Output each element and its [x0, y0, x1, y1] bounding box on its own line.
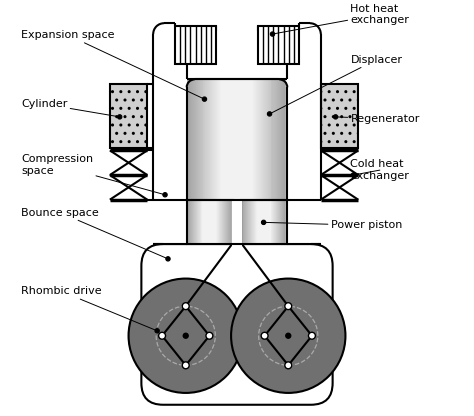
- Text: Cold heat
exchanger: Cold heat exchanger: [350, 159, 409, 181]
- Circle shape: [270, 32, 274, 36]
- Circle shape: [182, 303, 189, 310]
- Circle shape: [285, 303, 292, 310]
- Text: Power piston: Power piston: [264, 220, 402, 230]
- Circle shape: [206, 332, 213, 339]
- Text: Cylinder: Cylinder: [21, 99, 119, 117]
- Circle shape: [118, 115, 122, 119]
- FancyBboxPatch shape: [141, 244, 333, 405]
- Circle shape: [231, 279, 346, 393]
- Text: Displacer: Displacer: [270, 54, 402, 114]
- Circle shape: [183, 333, 188, 338]
- Bar: [187, 200, 233, 244]
- Circle shape: [182, 362, 189, 369]
- Text: Hot heat
exchanger: Hot heat exchanger: [273, 4, 409, 34]
- Text: Rhombic drive: Rhombic drive: [21, 286, 157, 331]
- Text: Expansion space: Expansion space: [21, 30, 204, 99]
- Circle shape: [166, 257, 170, 261]
- Bar: [175, 26, 216, 64]
- Bar: [321, 84, 358, 149]
- Circle shape: [261, 332, 268, 339]
- Bar: [241, 200, 287, 244]
- Bar: [232, 200, 242, 247]
- Bar: [258, 26, 299, 64]
- Circle shape: [155, 329, 159, 333]
- Text: Bounce space: Bounce space: [21, 208, 168, 259]
- Circle shape: [267, 112, 272, 116]
- Circle shape: [286, 333, 291, 338]
- Text: Compression
space: Compression space: [21, 154, 165, 195]
- Text: Regenerator: Regenerator: [336, 114, 420, 124]
- Bar: [110, 84, 147, 149]
- Circle shape: [285, 362, 292, 369]
- Circle shape: [351, 173, 356, 177]
- Circle shape: [202, 97, 207, 102]
- Circle shape: [333, 115, 338, 119]
- Circle shape: [309, 332, 315, 339]
- Circle shape: [128, 279, 243, 393]
- Circle shape: [262, 220, 266, 225]
- Circle shape: [163, 193, 167, 197]
- Circle shape: [159, 332, 165, 339]
